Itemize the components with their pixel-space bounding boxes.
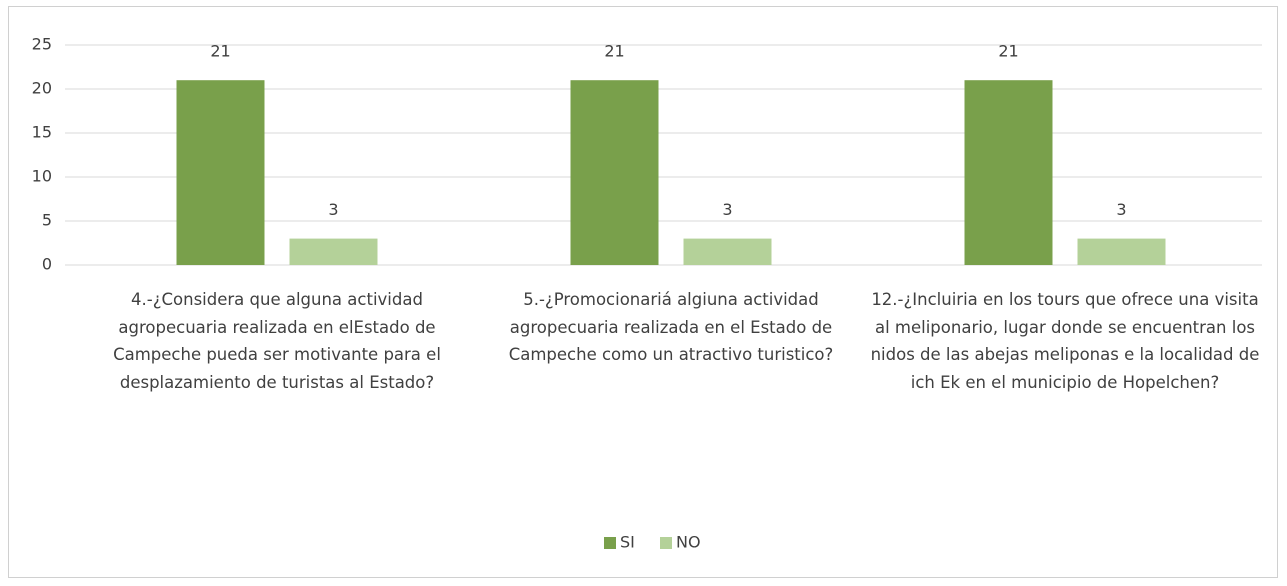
y-tick-label: 25: [32, 35, 52, 54]
data-label: 21: [998, 42, 1018, 61]
data-label: 3: [328, 200, 338, 219]
legend-swatch: [660, 537, 672, 549]
y-tick-label: 15: [32, 123, 52, 142]
chart-border: [8, 6, 1278, 578]
y-tick-label: 5: [42, 211, 52, 230]
x-tick-label: 5.-¿Promocionariá algiuna actividad agro…: [508, 290, 834, 364]
legend-label: SI: [620, 533, 635, 552]
legend-label: NO: [676, 533, 701, 552]
bar: [176, 80, 265, 265]
y-tick-label: 20: [32, 79, 52, 98]
legend-swatch: [604, 537, 616, 549]
y-tick-label: 10: [32, 167, 52, 186]
bar: [289, 238, 378, 265]
data-label: 21: [210, 42, 230, 61]
x-tick-label: 4.-¿Considera que alguna actividad agrop…: [113, 290, 441, 392]
bar: [683, 238, 772, 265]
y-tick-label: 0: [42, 255, 52, 274]
data-label: 21: [604, 42, 624, 61]
bar: [1077, 238, 1166, 265]
bar: [964, 80, 1053, 265]
data-label: 3: [1116, 200, 1126, 219]
data-label: 3: [722, 200, 732, 219]
bar: [570, 80, 659, 265]
x-tick-label: 12.-¿Incluiria en los tours que ofrece u…: [870, 290, 1260, 392]
